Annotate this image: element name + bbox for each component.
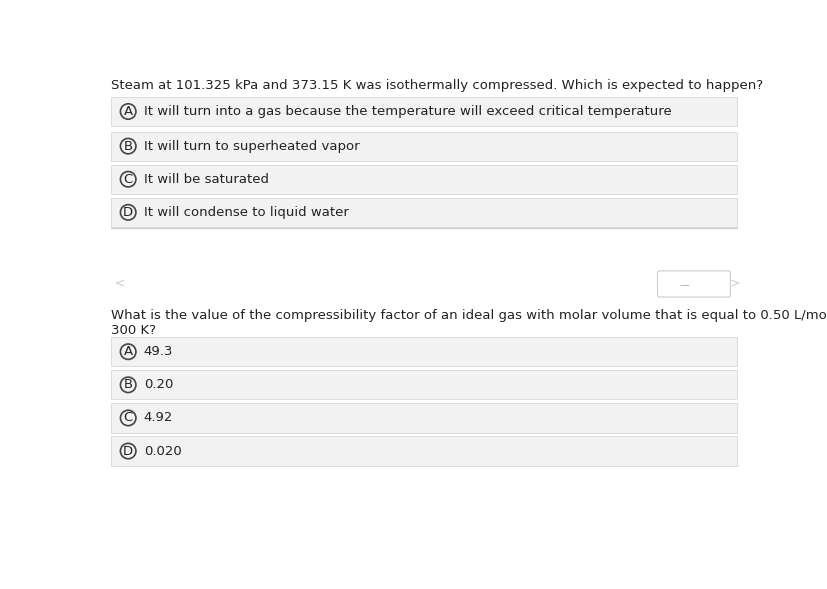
FancyBboxPatch shape xyxy=(111,164,737,194)
Text: 0.20: 0.20 xyxy=(144,378,173,391)
Text: It will condense to liquid water: It will condense to liquid water xyxy=(144,206,348,219)
FancyBboxPatch shape xyxy=(111,131,737,161)
Text: It will turn into a gas because the temperature will exceed critical temperature: It will turn into a gas because the temp… xyxy=(144,105,672,118)
Text: >: > xyxy=(729,277,740,290)
Text: D: D xyxy=(123,206,133,219)
Text: A: A xyxy=(123,105,133,118)
Text: B: B xyxy=(123,140,133,153)
FancyBboxPatch shape xyxy=(111,403,737,432)
Text: A: A xyxy=(123,345,133,358)
Text: 0.020: 0.020 xyxy=(144,445,181,458)
FancyBboxPatch shape xyxy=(111,370,737,399)
FancyBboxPatch shape xyxy=(111,97,737,126)
Text: D: D xyxy=(123,445,133,458)
Text: —: — xyxy=(680,280,690,290)
Text: C: C xyxy=(123,173,133,186)
FancyBboxPatch shape xyxy=(111,337,737,366)
Text: <: < xyxy=(114,277,125,290)
Text: 4.92: 4.92 xyxy=(144,412,173,425)
Text: C: C xyxy=(123,412,133,425)
Text: What is the value of the compressibility factor of an ideal gas with molar volum: What is the value of the compressibility… xyxy=(111,309,827,336)
Text: Steam at 101.325 kPa and 373.15 K was isothermally compressed. Which is expected: Steam at 101.325 kPa and 373.15 K was is… xyxy=(111,79,763,92)
FancyBboxPatch shape xyxy=(657,271,730,297)
FancyBboxPatch shape xyxy=(111,198,737,227)
Text: B: B xyxy=(123,378,133,391)
Text: It will turn to superheated vapor: It will turn to superheated vapor xyxy=(144,140,359,153)
Text: It will be saturated: It will be saturated xyxy=(144,173,269,186)
Text: 49.3: 49.3 xyxy=(144,345,173,358)
FancyBboxPatch shape xyxy=(111,436,737,466)
